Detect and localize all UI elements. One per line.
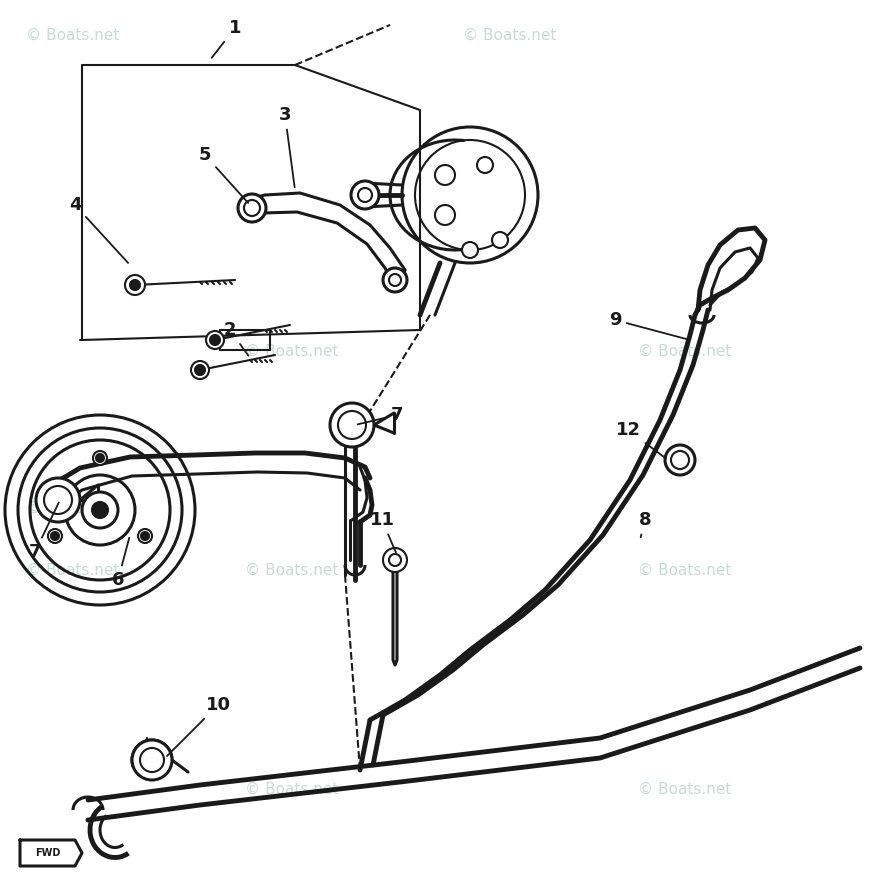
Text: © Boats.net: © Boats.net <box>26 27 120 43</box>
Circle shape <box>665 445 695 475</box>
Text: 1: 1 <box>212 19 241 58</box>
Text: 6: 6 <box>112 538 129 589</box>
Circle shape <box>210 335 220 345</box>
Circle shape <box>82 492 118 528</box>
Circle shape <box>92 502 108 518</box>
Circle shape <box>206 331 224 349</box>
Text: © Boats.net: © Boats.net <box>638 781 732 797</box>
Text: 8: 8 <box>639 511 651 538</box>
Text: © Boats.net: © Boats.net <box>463 27 557 43</box>
Text: 7: 7 <box>357 406 403 424</box>
Text: © Boats.net: © Boats.net <box>245 562 338 578</box>
Text: © Boats.net: © Boats.net <box>245 781 338 797</box>
Circle shape <box>138 529 152 543</box>
Circle shape <box>36 478 80 522</box>
Circle shape <box>238 194 266 222</box>
Circle shape <box>351 181 379 209</box>
Circle shape <box>191 361 209 379</box>
Text: 12: 12 <box>615 421 666 459</box>
Text: © Boats.net: © Boats.net <box>26 562 120 578</box>
Circle shape <box>492 232 508 248</box>
Circle shape <box>51 532 59 540</box>
Text: 10: 10 <box>167 696 231 756</box>
Circle shape <box>93 451 107 465</box>
Text: 4: 4 <box>69 196 128 263</box>
Text: 7: 7 <box>29 503 59 561</box>
Text: © Boats.net: © Boats.net <box>638 343 732 359</box>
Circle shape <box>383 548 407 572</box>
Text: © Boats.net: © Boats.net <box>245 343 338 359</box>
Circle shape <box>132 740 172 780</box>
Circle shape <box>96 454 104 462</box>
Text: 5: 5 <box>198 146 248 203</box>
Text: FWD: FWD <box>35 848 60 858</box>
Text: © Boats.net: © Boats.net <box>638 562 732 578</box>
Circle shape <box>330 403 374 447</box>
Circle shape <box>462 242 478 258</box>
Circle shape <box>195 365 205 375</box>
Circle shape <box>141 532 149 540</box>
Text: © Boats.net: © Boats.net <box>26 501 120 517</box>
Circle shape <box>130 280 140 290</box>
Text: 2: 2 <box>224 321 248 356</box>
Circle shape <box>48 529 62 543</box>
Circle shape <box>383 268 407 292</box>
Circle shape <box>125 275 145 295</box>
Text: 3: 3 <box>279 106 295 188</box>
Text: 9: 9 <box>609 311 687 339</box>
Text: 11: 11 <box>370 511 396 553</box>
